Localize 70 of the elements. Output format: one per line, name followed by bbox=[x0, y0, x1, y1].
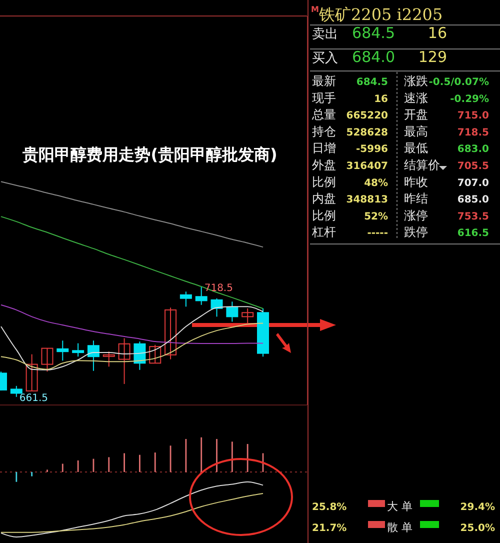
text: ----- bbox=[367, 228, 388, 240]
candlestick bbox=[164, 307, 177, 360]
text: 比例 bbox=[312, 208, 336, 222]
text: 684.5 bbox=[352, 24, 395, 42]
text: 718.5 bbox=[457, 127, 490, 138]
text: 杠杆 bbox=[311, 225, 336, 240]
text: 21.7% bbox=[312, 523, 347, 534]
text: 卖出 bbox=[312, 27, 338, 42]
text: 48% bbox=[364, 178, 388, 189]
text: 129 bbox=[418, 48, 447, 66]
text: 684.5 bbox=[356, 77, 388, 88]
text: 涨停 bbox=[404, 208, 428, 222]
text: 结算价 bbox=[404, 158, 440, 172]
candlestick bbox=[210, 298, 223, 318]
text: 日增 bbox=[312, 141, 336, 156]
text: 25.8% bbox=[312, 502, 347, 513]
text: 16 bbox=[374, 94, 388, 105]
text: 开盘 bbox=[404, 108, 428, 122]
annotation: 661.5 bbox=[19, 392, 48, 404]
text: 外盘 bbox=[312, 158, 336, 172]
text: 684.0 bbox=[352, 48, 395, 66]
text: 707.0 bbox=[457, 178, 490, 189]
candlestick bbox=[56, 340, 69, 362]
text: 速涨 bbox=[404, 90, 428, 105]
text: -5996 bbox=[356, 144, 388, 156]
text: M bbox=[311, 5, 319, 14]
text: 最高 bbox=[404, 124, 428, 138]
text: -0.29% bbox=[450, 94, 489, 105]
text: 最新 bbox=[312, 74, 336, 88]
text: 散 单 bbox=[387, 521, 412, 534]
text: 内盘 bbox=[312, 192, 336, 206]
candlestick bbox=[72, 342, 84, 358]
candlestick bbox=[87, 340, 100, 372]
text: 616.5 bbox=[457, 228, 490, 240]
text: 25.0% bbox=[460, 523, 495, 534]
text: 跌停 bbox=[404, 225, 428, 240]
text: 753.5 bbox=[457, 211, 490, 222]
text: 316407 bbox=[346, 161, 388, 172]
text: 大 单 bbox=[387, 500, 412, 513]
text: 贵阳甲醇费用走势(贵阳甲醇批发商) bbox=[22, 145, 278, 164]
text: 29.4% bbox=[460, 502, 495, 513]
text: 买入 bbox=[312, 51, 338, 66]
text: 665220 bbox=[346, 110, 388, 122]
text: 715.0 bbox=[457, 110, 490, 122]
candlestick bbox=[118, 338, 130, 384]
candlestick bbox=[41, 348, 54, 372]
text: -0.5/0.07% bbox=[428, 77, 489, 88]
annotation: 718.5 bbox=[204, 282, 233, 294]
text: 比例 bbox=[312, 174, 336, 189]
text: 685.0 bbox=[457, 194, 490, 206]
text: 持仓 bbox=[312, 124, 336, 138]
text: 铁矿2205 i2205 bbox=[318, 5, 443, 24]
text: 52% bbox=[364, 211, 388, 222]
text: 最低 bbox=[404, 141, 428, 156]
text: 348813 bbox=[346, 194, 388, 206]
candlestick bbox=[180, 291, 192, 308]
text: 涨跌 bbox=[404, 74, 428, 88]
text: 528628 bbox=[346, 127, 388, 138]
text: 16 bbox=[428, 24, 447, 42]
text: 昨收 bbox=[404, 174, 428, 189]
text: 昨结 bbox=[404, 192, 428, 206]
text: 705.5 bbox=[457, 161, 490, 172]
candlestick bbox=[226, 301, 238, 322]
text: 683.0 bbox=[457, 144, 490, 156]
text: 总量 bbox=[311, 108, 336, 122]
candlestick bbox=[102, 351, 115, 368]
text: 现手 bbox=[312, 90, 336, 105]
candlestick bbox=[242, 308, 254, 324]
candlestick bbox=[149, 344, 162, 364]
candlestick bbox=[26, 354, 38, 392]
